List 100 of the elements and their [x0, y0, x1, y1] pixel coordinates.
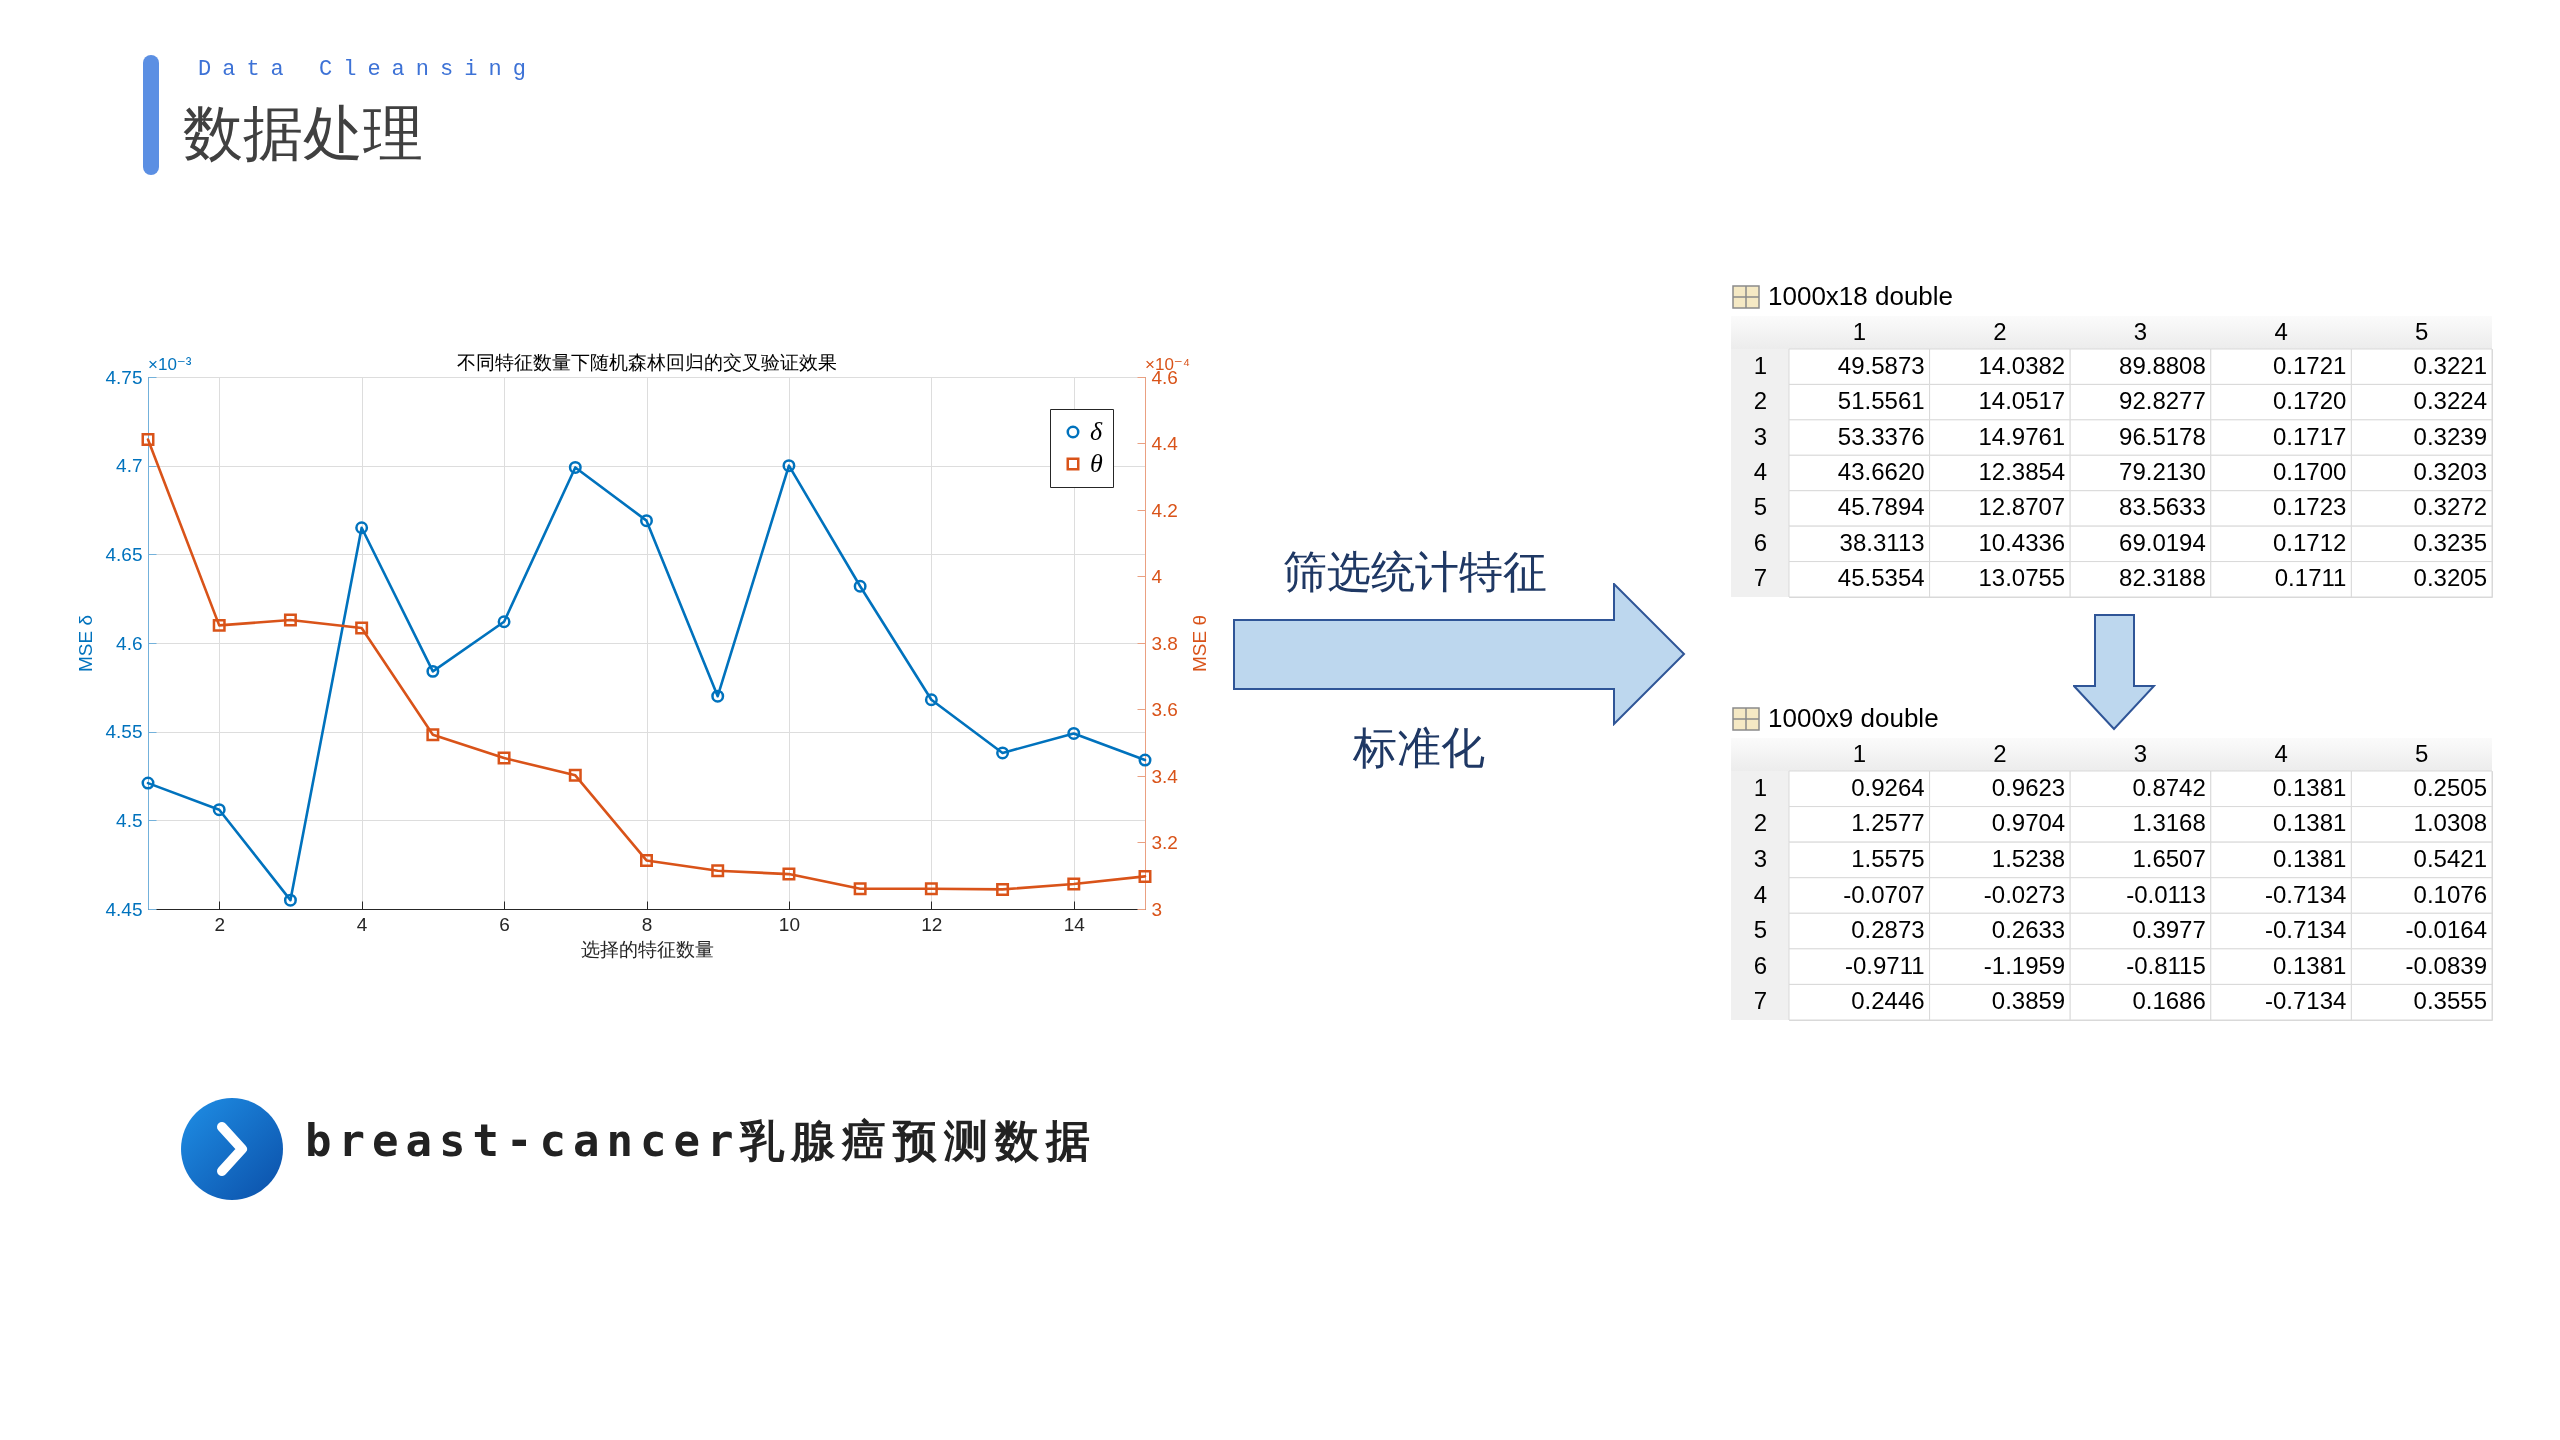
text: 筛选统计特征 [1283, 546, 1547, 599]
data-label: 0.1381 [2272, 773, 2347, 801]
data-label: 0.1711 [2274, 564, 2347, 592]
data-label: -0.0707 [1843, 880, 1925, 908]
y-tick-label: 3 [1753, 422, 1768, 450]
text: breast-cancer乳腺癌预测数据 [305, 1115, 1098, 1168]
point [141, 776, 155, 790]
data-label: 0.3859 [1991, 987, 2066, 1015]
data-label: 0.9264 [1851, 773, 1925, 801]
data-label: 92.8277 [2119, 387, 2206, 415]
x-tick-label: 1 [1852, 739, 1866, 767]
y-tick-label: 2 [1753, 387, 1768, 415]
point [853, 579, 867, 593]
x-tick-label: 5 [2415, 739, 2429, 767]
point [212, 618, 226, 632]
data-label: 0.1721 [2272, 351, 2347, 379]
point [426, 664, 440, 678]
data-label: 69.0194 [2119, 528, 2206, 556]
x-axis-title: 选择的特征数量 [580, 938, 714, 960]
data-label: 45.7894 [1837, 493, 1925, 521]
y2-tick-label: 4 [1151, 566, 1163, 587]
data-label: -0.8115 [2126, 951, 2206, 979]
data-label: 0.3205 [2413, 564, 2487, 592]
data-label: 0.2873 [1851, 916, 1925, 944]
data-label: 0.1717 [2272, 422, 2347, 450]
text: 数据处理 [183, 100, 423, 169]
data-label: 51.5561 [1837, 387, 1925, 415]
data-label: 1.6507 [2132, 844, 2206, 872]
y2-tick-label: 4.2 [1151, 499, 1178, 521]
point [355, 521, 369, 535]
data-label: 79.2130 [2119, 458, 2206, 485]
y-tick-label: 1 [1753, 773, 1768, 801]
y-tick-label: 4.65 [105, 543, 143, 565]
data-label: 49.5873 [1837, 351, 1925, 379]
data-label: 10.4336 [1978, 528, 2066, 556]
point [141, 433, 155, 446]
y-tick-label: 4 [1753, 880, 1768, 908]
data-label: -0.7134 [2264, 987, 2347, 1015]
data-label: 0.9704 [1991, 809, 2066, 837]
x-tick-label: 6 [499, 913, 510, 935]
data-label: 0.2446 [1851, 987, 1925, 1015]
data-label: -0.9711 [1844, 951, 1925, 979]
x-tick-label: 8 [641, 913, 653, 935]
x-tick-label: 14 [1063, 913, 1086, 935]
data-label: 1.3168 [2132, 809, 2206, 837]
x-tick-label: 4 [356, 913, 368, 935]
point [996, 746, 1010, 760]
data-label: 1.5575 [1851, 844, 1925, 872]
text: 标准化 [1353, 722, 1485, 775]
y-tick-label: 4.55 [105, 721, 143, 743]
chart-title: 不同特征数量下随机森林回归的交叉验证效果 [456, 352, 837, 373]
y-tick-label: 4.7 [116, 455, 143, 477]
point [1138, 869, 1152, 883]
y-tick-label: 3 [1753, 844, 1768, 872]
y-tick-label: 4 [1753, 458, 1768, 485]
y-tick-label: 4.5 [116, 809, 143, 831]
data-label: 0.3221 [2413, 351, 2487, 379]
data-label: 0.1076 [2413, 880, 2487, 908]
point [355, 621, 369, 635]
y-tick-label: 7 [1753, 987, 1768, 1015]
data-label: 53.3376 [1837, 422, 1925, 450]
y2-tick-label: 3.8 [1151, 632, 1178, 654]
data-label: 0.3235 [2413, 528, 2487, 556]
point [1067, 726, 1081, 740]
point [497, 751, 511, 765]
y2-tick-label: 3 [1151, 898, 1163, 920]
x-tick-label: 12 [921, 913, 943, 935]
point [1067, 877, 1081, 891]
data-label: 83.5633 [2119, 493, 2206, 521]
point [568, 768, 582, 782]
data-label: 0.1686 [2132, 987, 2206, 1015]
y-tick-label: 4.45 [105, 898, 143, 920]
legend-label: δ [1090, 417, 1103, 446]
data-label: 1.2577 [1851, 809, 1925, 837]
point [497, 615, 511, 629]
data-label: 0.1381 [2272, 844, 2347, 872]
y2-tick-label: 3.2 [1151, 832, 1178, 853]
point [711, 689, 725, 703]
data-label: -0.0273 [1983, 880, 2066, 908]
data-label: 12.8707 [1978, 493, 2066, 521]
x-tick-label: 5 [2415, 317, 2429, 345]
point [924, 882, 938, 896]
point [996, 882, 1010, 896]
data-label: 0.8742 [2132, 773, 2206, 801]
y2-tick-label: 3.4 [1151, 765, 1179, 787]
data-label: -0.0113 [2126, 880, 2206, 908]
y-tick-label: 6 [1753, 951, 1768, 979]
data-label: -0.7134 [2264, 880, 2347, 908]
y2-tick-label: 4.4 [1151, 433, 1179, 454]
text: ×10⁻³ [148, 355, 192, 374]
point [568, 460, 582, 474]
x-tick-label: 4 [2274, 739, 2288, 767]
data-label: 0.1723 [2272, 493, 2347, 521]
data-label: 14.0517 [1978, 387, 2066, 415]
data-label: 0.1381 [2272, 951, 2347, 979]
chart-title: 1000x18 double [1768, 281, 1954, 311]
data-label: 12.3854 [1978, 458, 2066, 485]
data-label: 0.3239 [2413, 422, 2487, 450]
y-tick-label: 7 [1753, 564, 1768, 592]
x-tick-label: 4 [2274, 317, 2288, 345]
